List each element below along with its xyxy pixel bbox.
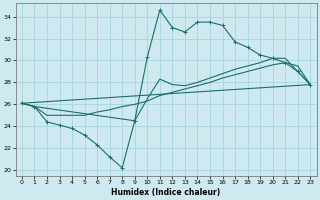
X-axis label: Humidex (Indice chaleur): Humidex (Indice chaleur): [111, 188, 221, 197]
